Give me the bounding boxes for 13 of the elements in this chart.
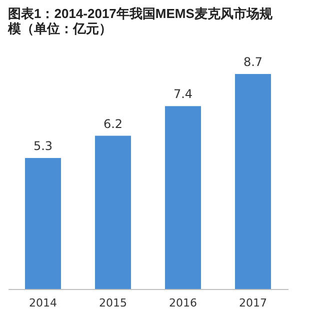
data-label: 8.7 xyxy=(243,55,263,69)
x-tick-label: 2017 xyxy=(239,296,267,310)
x-tick-label: 2016 xyxy=(169,296,197,310)
bar xyxy=(95,136,131,289)
data-label: 7.4 xyxy=(173,87,193,102)
bar xyxy=(235,74,271,289)
data-label: 6.2 xyxy=(103,116,123,131)
bar xyxy=(25,158,61,289)
chart-title: 图表1：2014-2017年我国MEMS麦克风市场规模（单位：亿元） xyxy=(7,6,274,36)
x-tick-label: 2014 xyxy=(29,296,57,310)
data-label: 5.3 xyxy=(33,139,53,154)
x-tick-label: 2015 xyxy=(99,296,127,310)
bar xyxy=(165,106,201,289)
